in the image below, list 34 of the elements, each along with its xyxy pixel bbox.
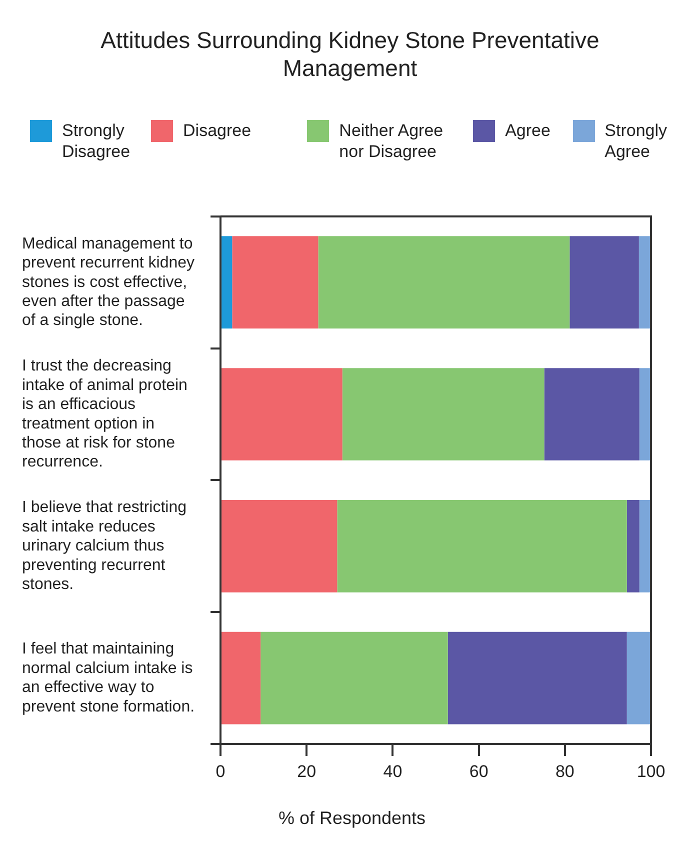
bar <box>639 500 651 592</box>
chart-title: Attitudes Surrounding Kidney Stone Preventative Management <box>100 26 600 82</box>
x-axis-title: % of Respondents <box>277 808 427 829</box>
legend-label: Agree <box>505 120 552 141</box>
bar <box>342 368 544 460</box>
bar <box>626 500 640 592</box>
bar <box>222 236 232 329</box>
bar <box>318 236 570 329</box>
x-tick-label: 60 <box>469 762 488 781</box>
bar <box>570 236 639 329</box>
bar <box>448 632 627 724</box>
bar <box>639 368 651 460</box>
bar <box>337 500 627 592</box>
x-tick-label: 100 <box>636 762 666 781</box>
y-tick-label: I feel that maintaining normal calcium intake is an effective way to prevent stone formation. <box>22 640 195 716</box>
bar <box>222 368 342 460</box>
bar <box>260 632 448 724</box>
x-tick-label: 40 <box>383 762 402 781</box>
bar <box>638 236 651 329</box>
x-tick-label: 0 <box>216 762 226 781</box>
bar <box>222 632 261 724</box>
bar <box>544 368 640 460</box>
y-tick-label: I believe that restricting salt intake reduces urinary calcium thus preventing recurrent stones. <box>22 499 187 593</box>
legend-label: Neither Agree nor Disagree <box>339 120 444 162</box>
legend-label: Strongly Agree <box>604 120 668 162</box>
legend-label: Strongly Disagree <box>62 120 132 162</box>
bar <box>222 500 338 592</box>
bar <box>626 632 651 724</box>
x-tick-label: 80 <box>555 762 574 781</box>
bar <box>232 236 318 329</box>
legend-label: Disagree <box>183 120 252 141</box>
y-tick-label: Medical management to prevent recurrent kidney stones is cost effective, even after the passage of a single stone. <box>22 235 195 330</box>
x-tick-label: 20 <box>297 762 316 781</box>
y-tick-label: I trust the decreasing intake of animal protein is an efficacious treatment option in those at risk for stone recurrence. <box>22 358 188 471</box>
